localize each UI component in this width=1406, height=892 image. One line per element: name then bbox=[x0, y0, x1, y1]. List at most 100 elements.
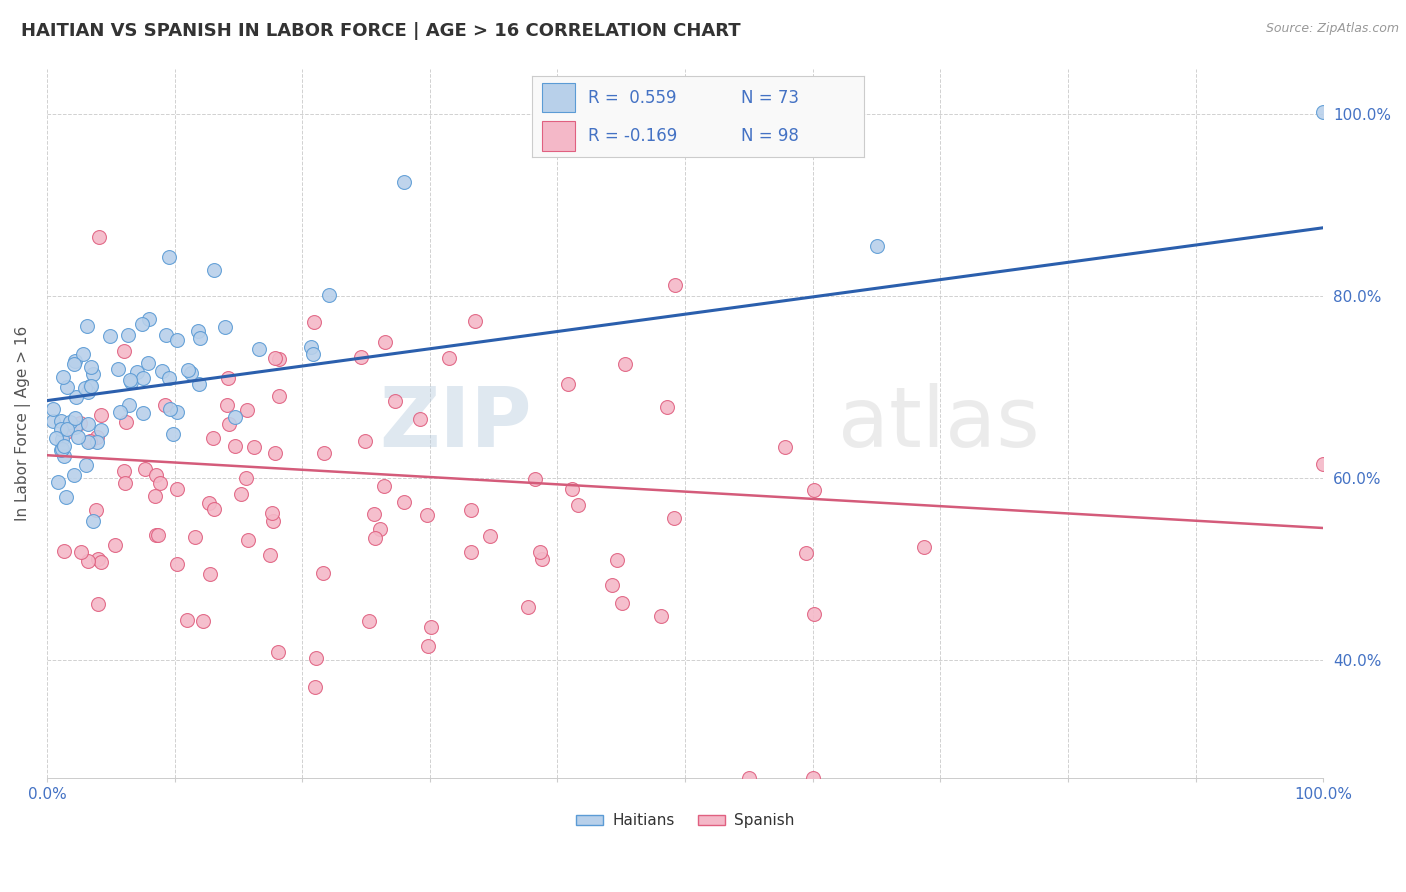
Point bbox=[79, 434, 101, 448]
Point bbox=[107, 361, 129, 376]
Point bbox=[187, 325, 209, 339]
Point bbox=[136, 356, 159, 370]
Point bbox=[90, 408, 112, 422]
Point bbox=[117, 398, 139, 412]
Point bbox=[392, 494, 415, 508]
Point bbox=[530, 552, 553, 566]
Point bbox=[865, 239, 887, 253]
Point bbox=[87, 552, 110, 566]
Point bbox=[112, 344, 135, 359]
Point bbox=[90, 423, 112, 437]
Point bbox=[437, 351, 460, 365]
Point bbox=[664, 511, 686, 525]
Point bbox=[76, 319, 98, 334]
Point bbox=[51, 433, 73, 447]
Point bbox=[1312, 458, 1334, 472]
Point bbox=[264, 351, 287, 365]
Point bbox=[75, 458, 97, 472]
Point bbox=[114, 475, 136, 490]
Point bbox=[479, 529, 502, 543]
Point bbox=[267, 351, 290, 366]
Point bbox=[803, 483, 825, 497]
Point bbox=[193, 614, 215, 628]
Point bbox=[118, 373, 141, 387]
Point bbox=[166, 557, 188, 571]
Point bbox=[311, 566, 333, 580]
Point bbox=[104, 538, 127, 552]
Point bbox=[145, 528, 167, 542]
Point bbox=[775, 440, 797, 454]
Point bbox=[180, 366, 202, 380]
Point bbox=[187, 376, 209, 391]
Point bbox=[80, 359, 103, 374]
Point bbox=[87, 229, 110, 244]
Point bbox=[157, 370, 180, 384]
Point bbox=[460, 544, 482, 558]
Legend: Haitians, Spanish: Haitians, Spanish bbox=[569, 807, 801, 834]
Point bbox=[801, 771, 824, 785]
Point bbox=[115, 415, 138, 429]
Point bbox=[655, 400, 678, 414]
Point bbox=[557, 376, 579, 391]
Point bbox=[76, 384, 98, 399]
Point bbox=[69, 545, 91, 559]
Point bbox=[419, 620, 441, 634]
Point bbox=[49, 414, 72, 428]
Point bbox=[229, 487, 252, 501]
Point bbox=[188, 331, 211, 345]
Point bbox=[1312, 105, 1334, 120]
Point bbox=[112, 464, 135, 478]
Point bbox=[738, 771, 761, 785]
Point bbox=[202, 431, 225, 445]
Point bbox=[409, 412, 432, 426]
Point bbox=[304, 315, 326, 329]
Y-axis label: In Labor Force | Age > 16: In Labor Force | Age > 16 bbox=[15, 326, 31, 521]
Point bbox=[63, 358, 86, 372]
Point bbox=[218, 417, 240, 431]
Point bbox=[166, 333, 188, 347]
Point bbox=[266, 645, 288, 659]
Point bbox=[117, 327, 139, 342]
Point bbox=[55, 425, 77, 440]
Point bbox=[561, 482, 583, 496]
Point bbox=[69, 417, 91, 431]
Point bbox=[87, 597, 110, 611]
Point bbox=[176, 362, 198, 376]
Point bbox=[73, 381, 96, 395]
Point bbox=[262, 514, 284, 528]
Point bbox=[363, 531, 385, 545]
Point bbox=[214, 320, 236, 334]
Point bbox=[305, 651, 328, 665]
Point bbox=[803, 607, 825, 621]
Point bbox=[98, 329, 121, 343]
Point bbox=[41, 402, 63, 417]
Point bbox=[264, 446, 287, 460]
Point bbox=[127, 365, 149, 379]
Point bbox=[374, 335, 396, 350]
Point bbox=[76, 435, 98, 450]
Point bbox=[65, 354, 87, 368]
Point bbox=[86, 430, 108, 444]
Point bbox=[215, 398, 238, 412]
Point bbox=[243, 440, 266, 454]
Point bbox=[384, 394, 406, 409]
Point bbox=[166, 405, 188, 419]
Point bbox=[90, 556, 112, 570]
Point bbox=[55, 490, 77, 504]
Point bbox=[224, 409, 246, 424]
Point bbox=[217, 371, 239, 385]
Point bbox=[149, 475, 172, 490]
Point bbox=[612, 596, 634, 610]
Text: atlas: atlas bbox=[838, 383, 1040, 464]
Text: Source: ZipAtlas.com: Source: ZipAtlas.com bbox=[1265, 22, 1399, 36]
Point bbox=[145, 467, 167, 482]
Point bbox=[84, 502, 107, 516]
Point bbox=[51, 442, 73, 457]
Point bbox=[567, 498, 589, 512]
Point bbox=[184, 530, 207, 544]
Point bbox=[63, 410, 86, 425]
Point bbox=[77, 417, 100, 432]
Point bbox=[79, 378, 101, 392]
Point bbox=[82, 514, 104, 528]
Point bbox=[49, 443, 72, 458]
